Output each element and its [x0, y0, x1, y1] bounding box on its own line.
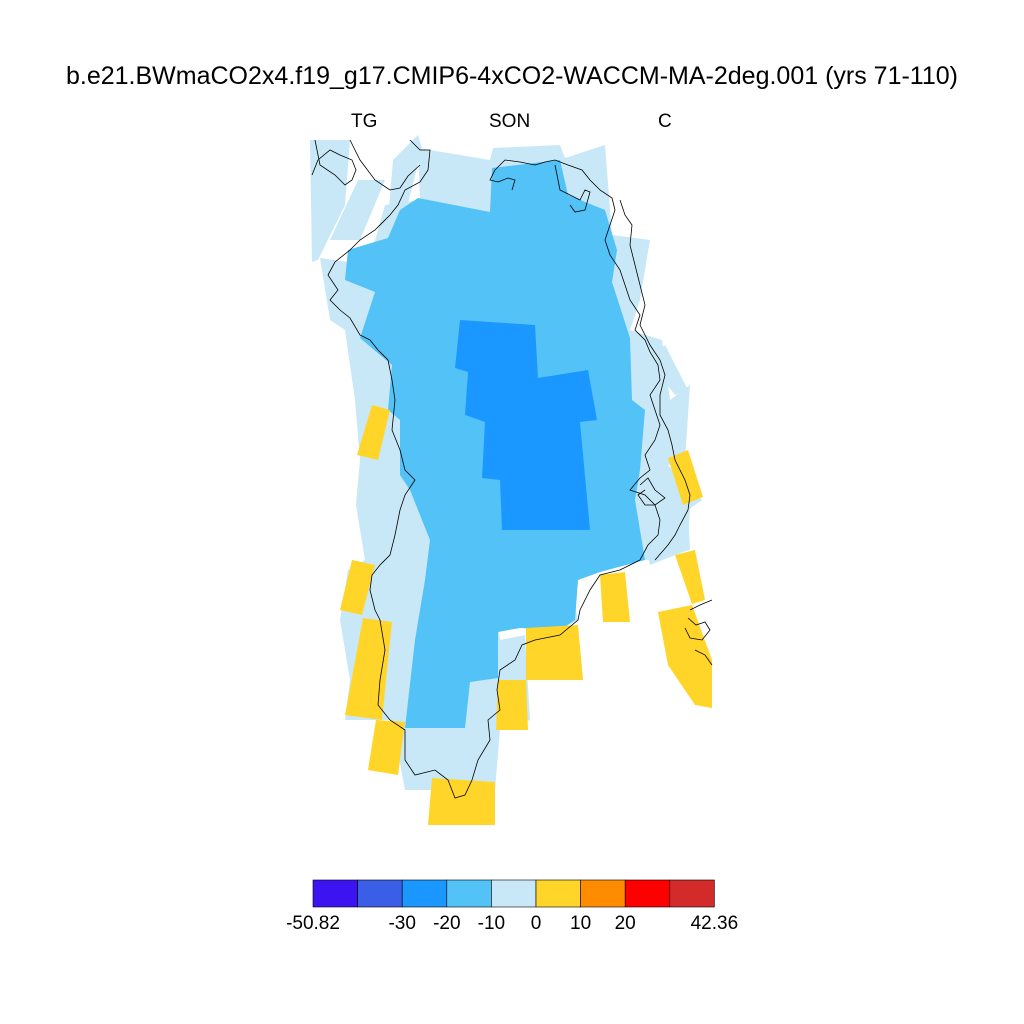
season-label: SON [489, 111, 531, 132]
colorbar-box [580, 879, 626, 908]
colorbar-box [535, 879, 581, 908]
colorbar-tick-label: -10 [477, 913, 506, 934]
map-cell [340, 560, 375, 615]
colorbar-tick-label: 10 [570, 913, 592, 934]
colorbar-box [446, 879, 492, 908]
colorbar-box [669, 879, 715, 908]
variable-label: TG [351, 111, 378, 132]
bin-neg30-neg20-cells [455, 320, 597, 530]
map-cell [675, 550, 705, 604]
plot-title: b.e21.BWmaCO2x4.f19_g17.CMIP6-4xCO2-WACC… [66, 62, 958, 90]
map-cell [310, 140, 350, 262]
map-cell [428, 778, 495, 825]
units-label: C [658, 111, 672, 132]
colorbar-tick-label: 20 [614, 913, 636, 934]
map-cell [357, 405, 390, 460]
coastline-island [684, 599, 713, 666]
colorbar-box [401, 879, 448, 908]
map-cell [345, 618, 392, 720]
colorbar-tick-label: -30 [388, 913, 416, 934]
colorbar-box [357, 879, 403, 908]
coastline-east [619, 199, 691, 561]
colorbar-box [312, 879, 358, 908]
map-cell [388, 135, 422, 220]
colorbar-tick-label: 0 [530, 913, 542, 934]
coastline [311, 139, 713, 799]
map-cell [635, 505, 690, 565]
colorbar-box [491, 879, 537, 908]
map-cell [455, 320, 597, 530]
colorbar-tick-label: 42.36 [690, 913, 739, 934]
map-cell [496, 680, 528, 730]
colorbar-tick-label: -50.82 [286, 913, 340, 934]
colorbar-box [624, 879, 671, 908]
map-cell [658, 605, 712, 708]
map-cell [330, 180, 385, 240]
coastline-west [311, 139, 661, 799]
map-cell [600, 572, 630, 622]
colorbar-tick-label: -20 [433, 913, 461, 934]
map-cell [368, 720, 405, 775]
